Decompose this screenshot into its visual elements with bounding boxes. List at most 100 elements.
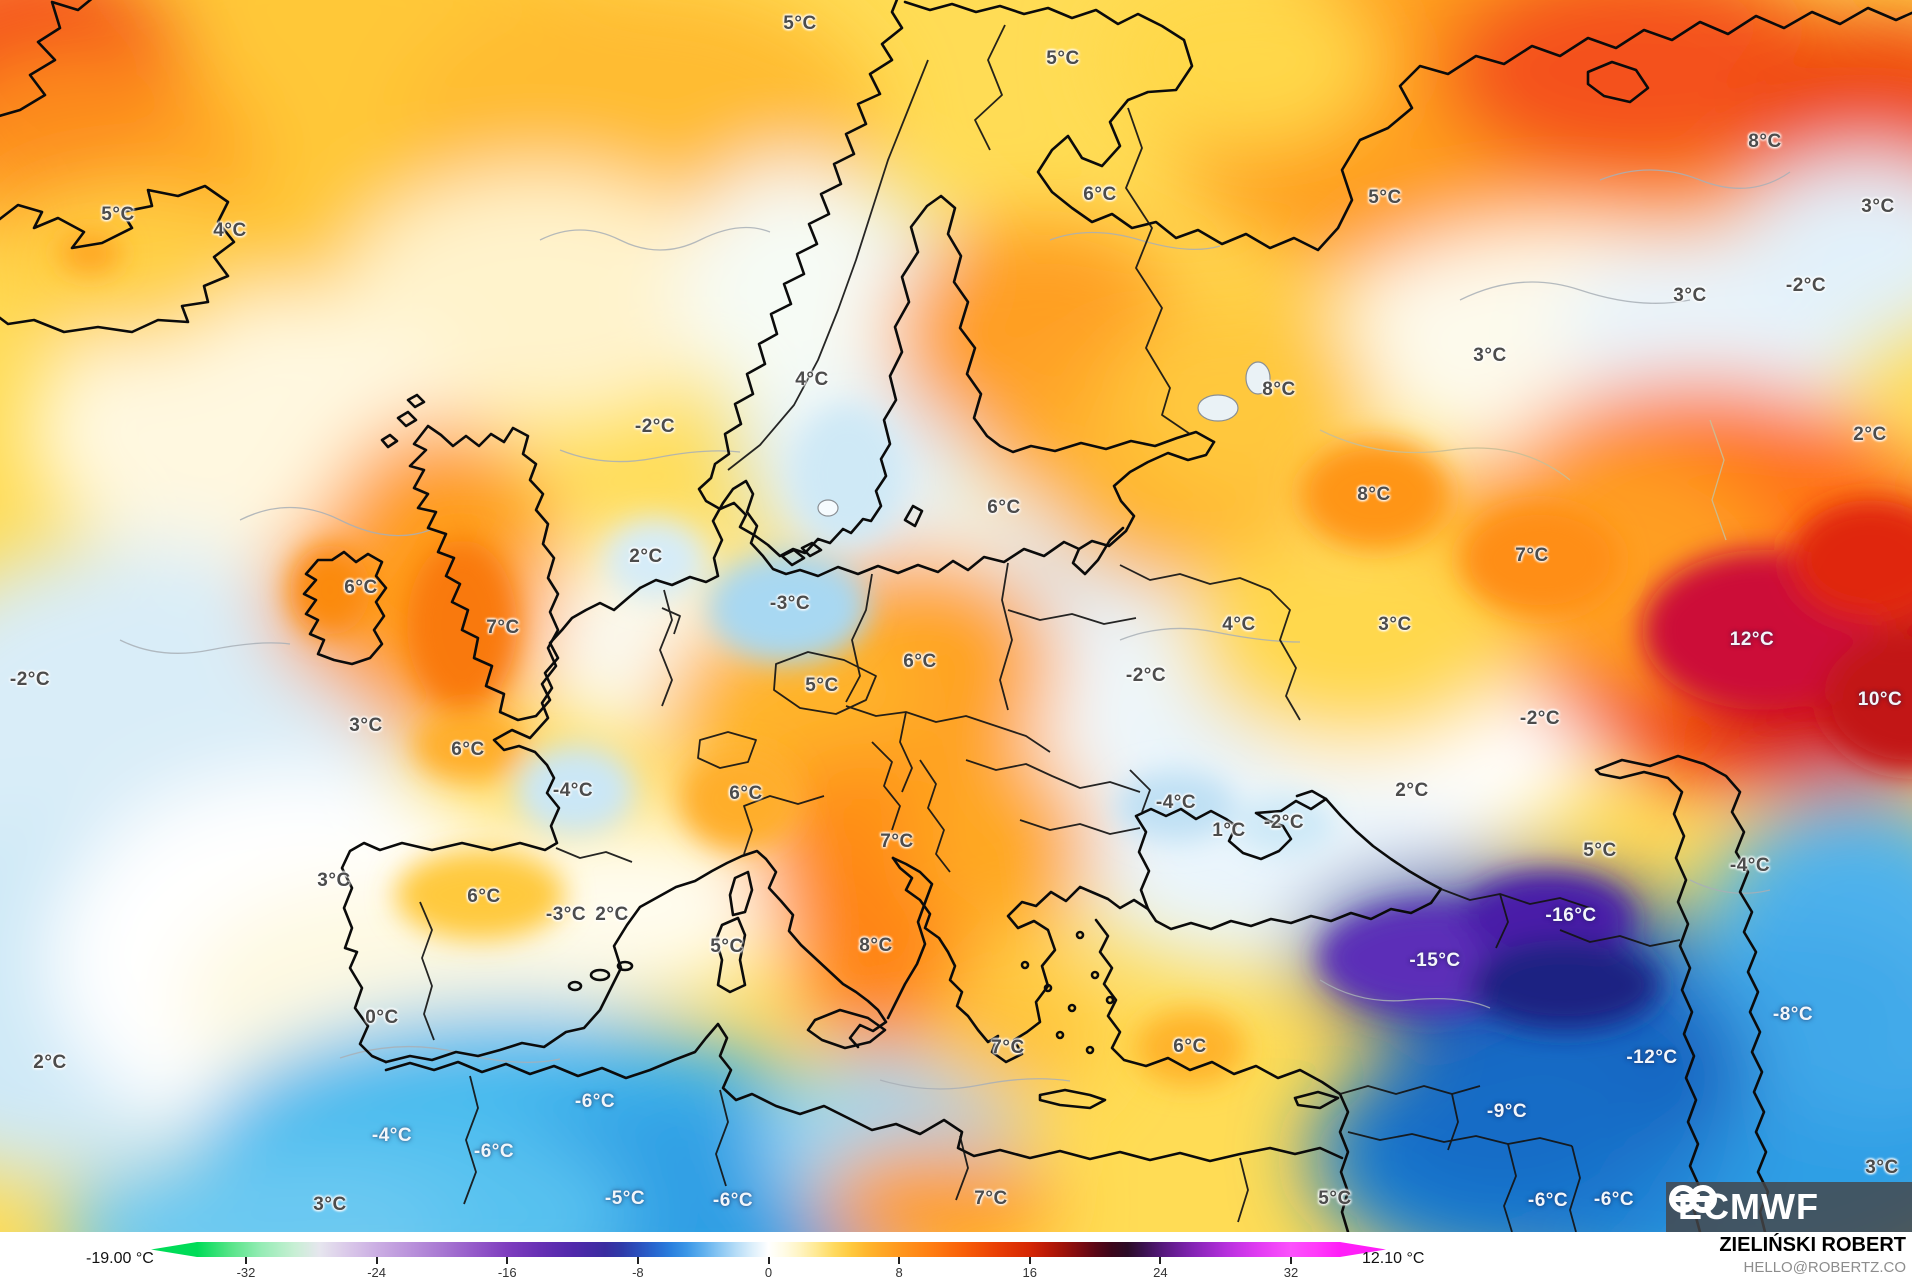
temp-label: -4°C [552,780,594,801]
temp-label: 10°C [1857,689,1903,710]
temp-label: -9°C [1486,1101,1528,1122]
colorbar-tick [1028,1257,1031,1264]
temp-label: 5°C [1368,187,1402,208]
temp-label: 3°C [1673,285,1707,306]
temp-label: 1°C [1212,820,1246,841]
temp-label: 6°C [903,651,937,672]
temp-label: -16°C [1545,905,1597,926]
credit-email: HELLO@ROBERTZ.CO [1743,1259,1906,1276]
temp-label: 5°C [783,13,817,34]
temp-label: -5°C [604,1188,646,1209]
temp-label: 8°C [1748,131,1782,152]
colorbar-tick-label: 0 [764,1265,773,1280]
colorbar-max-label: 12.10 °C [1362,1250,1425,1267]
temp-label: -2°C [9,669,51,690]
colorbar-tick [1159,1257,1162,1264]
ecmwf-logo-text: ECMWF [1678,1186,1819,1227]
colorbar-tick-label: 24 [1153,1265,1168,1280]
temp-label: -3°C [545,904,587,925]
temp-label: -2°C [1519,708,1561,729]
temp-label: -2°C [1125,665,1167,686]
temp-label: 6°C [467,886,501,907]
temp-label: 6°C [344,577,378,598]
temp-label: 5°C [710,936,744,957]
colorbar-tick [898,1257,901,1264]
colorbar-tick-label: -32 [236,1265,256,1280]
temp-label: 8°C [1357,484,1391,505]
colorbar-footer: -19.00 °C -32 -24 -16 -8 0 8 16 24 32 12.10 °C Z… [0,1232,1912,1287]
temp-label: -4°C [1729,855,1771,876]
colorbar-tick-label: -24 [367,1265,387,1280]
temperature-anomaly-map: 5°C 5°C 6°C 5°C 8°C 3°C -2°C 3°C 3°C 5°C 4°C 4°C -2°… [0,0,1912,1232]
temp-label: -8°C [1772,1004,1814,1025]
temp-label: 12°C [1729,629,1775,650]
temp-label: -2°C [1785,275,1827,296]
temp-label: 4°C [1222,614,1256,635]
temp-label: -4°C [371,1125,413,1146]
temp-label: 5°C [805,675,839,696]
temp-label: 6°C [1083,184,1117,205]
credits: ZIELIŃSKI ROBERT HELLO@ROBERTZ.CO [1719,1234,1906,1276]
colorbar-tick-label: -16 [497,1265,517,1280]
temp-label: 5°C [101,204,135,225]
colorbar-tick-label: -8 [632,1265,644,1280]
temp-label: -15°C [1409,950,1461,971]
temp-label: 3°C [1861,196,1895,217]
temp-label: 3°C [313,1194,347,1215]
colorbar-gradient [197,1242,1340,1257]
colorbar-tick [767,1257,770,1264]
temp-label: -12°C [1626,1047,1678,1068]
temp-label: 2°C [1853,424,1887,445]
temp-label: 7°C [486,617,520,638]
temp-label: 7°C [974,1188,1008,1209]
temp-label: 2°C [33,1052,67,1073]
temp-label: 3°C [1865,1157,1899,1178]
ecmwf-badge: ECMWF [1666,1182,1912,1232]
credit-name: ZIELIŃSKI ROBERT [1719,1234,1906,1256]
temp-label: -2°C [1263,812,1305,833]
temp-label: 5°C [1583,840,1617,861]
temp-label: 3°C [1378,614,1412,635]
temp-label: 7°C [880,831,914,852]
temp-label: 6°C [451,739,485,760]
colorbar-tick [1290,1257,1292,1264]
colorbar-tick-label: 16 [1022,1265,1037,1280]
colorbar-min-label: -19.00 °C [86,1250,154,1267]
colorbar-tick [375,1257,378,1264]
map-labels: 5°C 5°C 6°C 5°C 8°C 3°C -2°C 3°C 3°C 5°C 4°C 4°C -2°… [9,13,1903,1215]
ecmwf-logo-icon [1669,1185,1717,1213]
temp-label: -6°C [574,1091,616,1112]
colorbar-tick [244,1257,247,1264]
temp-label: 5°C [1046,48,1080,69]
temp-label: -6°C [1593,1189,1635,1210]
temp-label: 6°C [1173,1036,1207,1057]
temp-label: -2°C [634,416,676,437]
temp-label: -4°C [1155,792,1197,813]
temp-label: -6°C [1527,1190,1569,1211]
map-field [0,0,1912,1232]
temp-label: -6°C [473,1141,515,1162]
temp-label: 2°C [1395,780,1429,801]
colorbar-left-arrow [151,1242,197,1257]
temp-label: -6°C [712,1190,754,1211]
temp-label: 2°C [595,904,629,925]
temp-label: 7°C [1515,545,1549,566]
temp-label: 6°C [987,497,1021,518]
colorbar-tick [636,1257,639,1264]
colorbar-tick-label: 8 [895,1265,903,1280]
temp-label: 2°C [629,546,663,567]
temp-label: -3°C [769,593,811,614]
colorbar-tick [506,1257,509,1264]
temp-label: 3°C [317,870,351,891]
temp-label: 7°C [991,1037,1025,1058]
colorbar-tick-label: 32 [1283,1265,1299,1280]
temp-label: 3°C [1473,345,1507,366]
temp-label: 4°C [795,369,829,390]
temp-label: 0°C [365,1007,399,1028]
temp-label: 6°C [729,783,763,804]
temp-label: 8°C [859,935,893,956]
temp-label: 3°C [349,715,383,736]
temp-label: 8°C [1262,379,1296,400]
temp-label: 4°C [213,220,247,241]
